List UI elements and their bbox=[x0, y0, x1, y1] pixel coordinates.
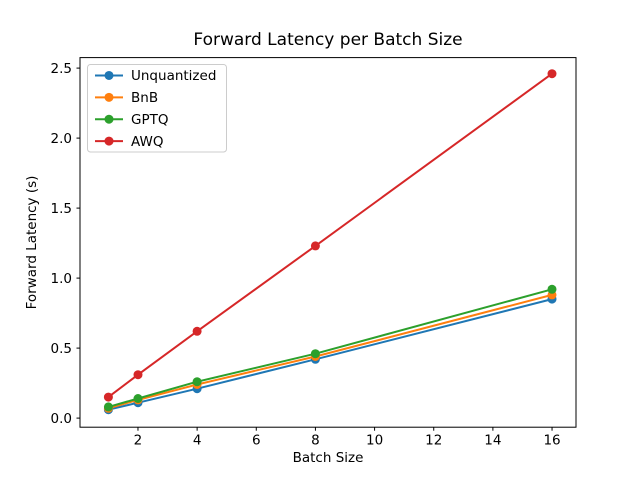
x-tick-label: 10 bbox=[366, 433, 383, 449]
y-tick-label: 2.0 bbox=[51, 131, 72, 147]
legend-marker bbox=[104, 70, 114, 80]
x-tick-label: 4 bbox=[193, 433, 202, 449]
series-marker-gptq bbox=[547, 284, 557, 294]
series-marker-awq bbox=[103, 392, 113, 402]
series-marker-gptq bbox=[310, 349, 320, 359]
y-tick-label: 0.0 bbox=[51, 411, 72, 427]
legend-marker bbox=[104, 114, 114, 124]
ticks-layer: 2 4 6 8 10 12 14 16 0.0 0.5 1.0 1.5 2.0 2.5 bbox=[51, 61, 561, 449]
series-marker-gptq bbox=[192, 377, 202, 387]
series-marker-gptq bbox=[133, 394, 143, 403]
series-marker-awq bbox=[192, 326, 202, 336]
chart-title: Forward Latency per Batch Size bbox=[193, 30, 462, 50]
legend-entry-label: AWQ bbox=[131, 134, 163, 150]
x-tick-label: 2 bbox=[134, 433, 143, 449]
x-tick-label: 16 bbox=[543, 433, 560, 449]
legend-marker bbox=[104, 136, 114, 146]
x-tick-label: 8 bbox=[311, 433, 320, 449]
x-tick-label: 12 bbox=[425, 433, 442, 449]
y-tick-label: 2.5 bbox=[51, 61, 72, 77]
legend-marker bbox=[104, 92, 114, 102]
legend: Unquantized BnB GPTQ AWQ bbox=[87, 64, 227, 153]
plot-spines bbox=[79, 57, 577, 428]
series-marker-gptq bbox=[103, 402, 113, 412]
x-axis-label: Batch Size bbox=[293, 450, 364, 466]
y-axis-label: Forward Latency (s) bbox=[24, 176, 40, 310]
y-tick-label: 1.0 bbox=[51, 271, 72, 287]
legend-entry-label: Unquantized bbox=[131, 68, 216, 84]
x-tick-label: 6 bbox=[252, 433, 261, 449]
series-marker-awq bbox=[310, 241, 320, 251]
legend-entry-label: BnB bbox=[131, 90, 158, 106]
y-tick-label: 0.5 bbox=[51, 341, 72, 357]
y-tick-label: 1.5 bbox=[51, 201, 72, 217]
x-tick-label: 14 bbox=[484, 433, 501, 449]
legend-box bbox=[87, 64, 227, 153]
series-marker-awq bbox=[133, 370, 143, 380]
series-marker-awq bbox=[547, 69, 557, 79]
legend-entry-label: GPTQ bbox=[131, 112, 168, 128]
series-layer bbox=[103, 69, 557, 415]
